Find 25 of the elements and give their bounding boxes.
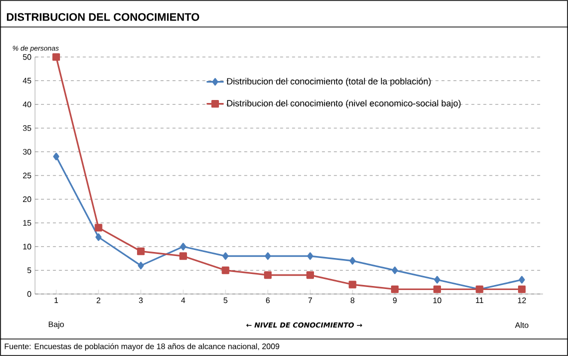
point [307,252,314,260]
point [306,271,314,279]
point [434,276,440,284]
point [264,252,271,260]
point [518,276,525,284]
point [95,233,102,241]
point [264,271,272,279]
point [137,248,145,256]
point [392,266,398,274]
point [222,252,229,260]
point [222,266,230,274]
point [348,280,356,288]
point [52,53,60,61]
chart-title: DISTRIBUCION DEL CONOCIMIENTO [6,13,200,21]
point [518,285,526,294]
point [53,152,60,160]
point [433,285,441,294]
point [138,262,144,270]
point [391,285,399,294]
legend-label: Distribucion del conocimiento (nivel economico-social bajo) [227,100,461,108]
point [180,242,186,250]
point [94,224,102,232]
point [179,252,187,260]
point [349,257,356,265]
legend-label: Distribucion del conocimiento (total de la población) [227,78,431,86]
